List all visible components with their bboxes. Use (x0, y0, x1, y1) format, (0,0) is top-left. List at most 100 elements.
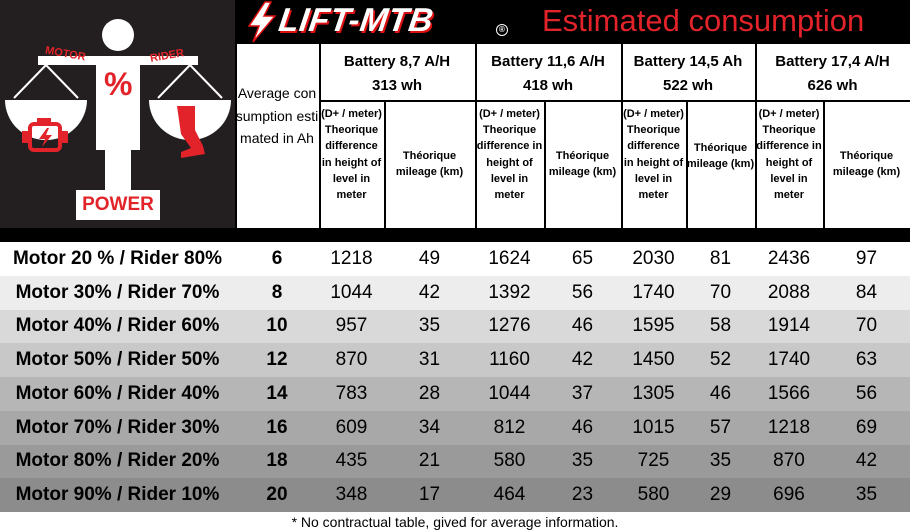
mileage-value: 35 (855, 484, 878, 506)
header-divider (686, 100, 688, 228)
row-label: Motor 90% / Rider 10% (15, 484, 220, 506)
header-divider (755, 44, 757, 228)
dplus-value: 1218 (767, 416, 811, 438)
dplus-value: 1450 (632, 349, 675, 371)
dplus-value: 1566 (767, 382, 811, 404)
dplus-value: 1305 (632, 382, 675, 404)
mileage-value: 65 (571, 247, 594, 269)
dplus-header: (D+ / meter) Theorique difference in hei… (623, 108, 684, 202)
lift-mtb-logo: LIFT-MTB ® (243, 0, 543, 44)
header-divider (319, 44, 321, 228)
header-divider (621, 44, 623, 228)
header-divider (544, 100, 546, 228)
row-label: Motor 70% / Rider 30% (15, 416, 220, 438)
dplus-value: 1595 (632, 315, 675, 337)
dplus-value: 1015 (632, 416, 675, 438)
dplus-value: 1740 (767, 349, 811, 371)
dplus-value: 957 (335, 315, 368, 337)
lightning-bolt-icon (247, 1, 277, 43)
table-row: Motor 50% / Rider 50% 12 870 31 1160 42 1450 52… (0, 343, 910, 377)
brand-bar: LIFT-MTB ® Estimated consumption (235, 0, 910, 44)
battery-header-2: Battery 11,6 A/H 418 wh (475, 50, 621, 98)
battery-header-4: Battery 17,4 A/H 626 wh (755, 50, 910, 98)
dplus-value: 2436 (767, 247, 811, 269)
mileage-value: 35 (571, 450, 594, 472)
page-title: Estimated consumption (542, 3, 865, 38)
row-label: Motor 80% / Rider 20% (15, 450, 220, 472)
header-divider (475, 44, 477, 228)
mileage-value: 56 (571, 281, 594, 303)
mileage-value: 35 (418, 315, 441, 337)
row-ah-value: 14 (266, 382, 288, 404)
dplus-value: 348 (335, 484, 368, 506)
mileage-value: 28 (418, 382, 441, 404)
avg-consumption-header: Average consumption estimated in Ah (235, 85, 319, 146)
dplus-value: 464 (493, 484, 526, 506)
dplus-header: (D+ / meter) Theorique difference in hei… (321, 108, 382, 202)
table-row: Motor 30% / Rider 70% 8 1044 42 1392 56 1740 70… (0, 275, 910, 310)
mileage-value: 97 (855, 247, 878, 269)
dplus-value: 1044 (330, 281, 373, 303)
leg-icon (177, 106, 205, 158)
power-label: POWER (82, 194, 154, 215)
brand-logo-text: LIFT-MTB (276, 1, 436, 38)
dplus-value: 1914 (767, 315, 811, 337)
motor-rider-power-graphic: MOTOR RIDER % POWER (0, 0, 235, 228)
table-row: Motor 20 % / Rider 80% 6 1218 49 1624 65 2030 8… (0, 242, 910, 276)
balance-figure-illustration (5, 19, 231, 220)
mileage-value: 31 (418, 349, 441, 371)
dplus-value: 2030 (632, 247, 675, 269)
mileage-value: 70 (709, 281, 732, 303)
table-row: Motor 80% / Rider 20% 18 435 21 580 35 725 35 87… (0, 444, 910, 479)
row-label: Motor 40% / Rider 60% (15, 315, 220, 337)
mileage-value: 23 (571, 484, 594, 506)
mileage-value: 17 (418, 484, 441, 506)
header-divider (319, 100, 910, 102)
dplus-value: 696 (773, 484, 805, 506)
battery-capacity: Battery 17,4 A/H (775, 53, 890, 70)
dplus-value: 870 (773, 450, 805, 472)
percent-symbol: % (104, 66, 133, 102)
row-label: Motor 50% / Rider 50% (15, 349, 220, 371)
table-row: Motor 40% / Rider 60% 10 957 35 1276 46 1595 58… (0, 309, 910, 344)
header-divider (235, 44, 237, 228)
mileage-value: 56 (855, 382, 878, 404)
mileage-value: 21 (418, 450, 441, 472)
row-label: Motor 20 % / Rider 80% (12, 247, 223, 269)
dplus-value: 725 (637, 450, 670, 472)
battery-wh: 418 wh (522, 77, 574, 94)
mileage-header: Théorique mileage (km) (686, 142, 755, 171)
row-ah-value: 18 (266, 450, 288, 472)
battery-wh: 313 wh (371, 77, 423, 94)
battery-capacity: Battery 11,6 A/H (491, 53, 605, 70)
mileage-value: 69 (855, 416, 878, 438)
consumption-table-body: Motor 20 % / Rider 80% 6 1218 49 1624 65 2030 8… (0, 242, 910, 512)
dplus-header: (D+ / meter) Theorique difference in hei… (476, 108, 543, 202)
mileage-value: 70 (855, 315, 878, 337)
header-separator-band (0, 228, 910, 242)
dplus-value: 1160 (489, 349, 530, 371)
dplus-value: 609 (335, 416, 368, 438)
mileage-value: 63 (855, 349, 878, 371)
dplus-value: 1044 (488, 382, 531, 404)
battery-capacity: Battery 14,5 Ah (633, 53, 743, 70)
dplus-value: 1624 (488, 247, 531, 269)
mileage-value: 42 (418, 281, 441, 303)
battery-capacity: Battery 8,7 A/H (343, 53, 451, 70)
dplus-value: 1276 (488, 315, 531, 337)
dplus-value: 783 (335, 382, 368, 404)
row-label: Motor 60% / Rider 40% (15, 382, 220, 404)
dplus-value: 1740 (632, 281, 675, 303)
battery-header-3: Battery 14,5 Ah 522 wh (621, 50, 755, 98)
table-row: Motor 70% / Rider 30% 16 609 34 812 46 1015 57 1… (0, 410, 910, 445)
mileage-value: 34 (418, 416, 441, 438)
dplus-value: 580 (637, 484, 670, 506)
battery-header-1: Battery 8,7 A/H 313 wh (319, 50, 475, 98)
row-ah-value: 6 (271, 247, 283, 269)
dplus-value: 1392 (488, 281, 531, 303)
mileage-header: Théorique mileage (km) (832, 150, 901, 179)
dplus-value: 870 (335, 349, 368, 371)
header-divider (823, 100, 825, 228)
battery-wh: 626 wh (807, 77, 858, 94)
mileage-value: 42 (571, 349, 594, 371)
